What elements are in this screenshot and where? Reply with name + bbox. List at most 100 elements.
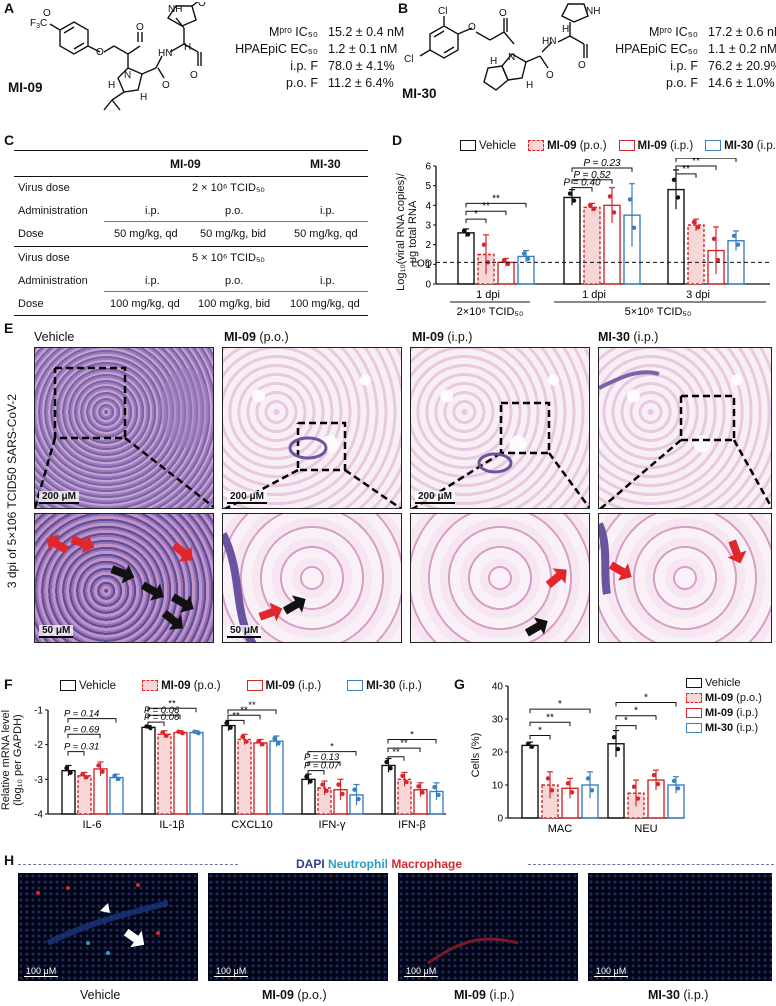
data-point [615,746,621,752]
bar [583,206,601,285]
data-point [731,233,737,239]
svg-text:O: O [136,22,144,33]
table-cell: p.o. [225,205,244,217]
sig-label: P = 0.06 [144,705,180,716]
table-cell: Dose [18,298,44,310]
x-tick-label: NEU [634,823,657,835]
bar [173,731,188,815]
table-cell: Virus dose [18,182,70,194]
sig-label: P = 0.31 [64,742,99,753]
legend-mi30-ip: MI-30 (i.p.) [705,140,776,152]
data-point [611,734,617,740]
table-cell: i.p. [145,275,160,287]
sig-label: * [558,699,562,710]
table-head-mi30: MI-30 [310,157,341,171]
sig-bracket [147,707,197,713]
data-point [240,734,245,740]
x-tick-label: MAC [548,823,573,835]
table-cell: 5 × 10⁶ TCID₅₀ [192,252,265,264]
data-point [585,776,591,781]
sig-bracket [675,173,697,178]
scale-bar: 200 μM [39,491,79,504]
sig-bracket [387,756,405,761]
scale-bar: 100 μM [404,966,439,977]
svg-text:O: O [468,22,476,33]
y-tick-label: -2 [34,740,43,751]
data-point [571,198,577,203]
panel-g-label: G [454,676,465,692]
sig-label: ** [482,201,490,212]
sig-bracket [615,725,637,730]
f-ylabel: Relative mRNA level (log₁₀ per GAPDH) [0,709,24,811]
d-legend: Vehicle MI-09 (p.o.) MI-09 (i.p.) MI-30 … [460,140,776,152]
table-bottom-rule [14,315,368,316]
mi30-structure: Cl Cl O O N HN O O H H H NH [404,3,600,91]
data-point [116,776,121,782]
g-legend: Vehicle MI-09 (p.o.) MI-09 (i.p.) MI-30 … [686,676,762,736]
data-point [481,242,487,247]
sig-bracket [571,187,593,192]
data-point [545,776,551,781]
legend-mi09-po: MI-09 (p.o.) [686,691,762,706]
data-point [635,796,641,801]
svg-text:H: H [140,92,147,103]
panel-h-label: H [4,852,15,868]
data-point [565,781,571,786]
y-tick-label: 20 [492,748,504,759]
cytokine-chart: -1 -2 -3 -4 IL-6 IL-1β CXCL10 IFN-γ IFN-β P = 0.1… [34,698,446,831]
svg-text:NH: NH [586,6,600,17]
y-tick-label: 10 [492,781,504,792]
sig-label: P = 0.13 [304,752,340,763]
sig-label: P = 0.07 [304,761,340,772]
data-point [655,781,661,787]
data-point [521,251,527,256]
scale-bar: 50 μM [39,625,74,638]
y-tick-label: 0 [497,814,503,825]
legend-mi09-ip: MI-09 (i.p.) [686,706,762,721]
sig-label: * [644,693,648,704]
histology-mi09-ip-high [410,513,590,643]
sig-label: ** [682,164,690,175]
sig-bracket [529,721,571,727]
scale-bar: 100 μM [214,966,249,977]
data-point [711,236,717,241]
svg-text:N: N [124,70,131,81]
table-top-rule [14,150,368,151]
y-tick-label: 2 [425,240,431,251]
table-cell: i.p. [320,275,335,287]
data-point [607,194,613,199]
data-point [420,790,425,795]
table-cell: i.p. [320,205,335,217]
x-tick-label: IFN-β [398,819,426,831]
x-tick-label: IL-1β [159,819,184,831]
sig-bracket [67,733,101,739]
sig-label: * [634,706,638,717]
d-ylabel: Log₁₀(viral RNA copies)/ μg total RNA [395,173,419,291]
histology-vehicle-low: 200 μM [34,347,214,509]
sig-label: * [330,742,334,753]
data-point [276,741,281,746]
svg-text:O: O [198,2,206,9]
data-point [192,729,197,734]
data-point [631,784,637,789]
table-cell: 50 mg/kg, qd [294,228,358,240]
y-tick-label: 40 [492,682,504,693]
data-point [176,729,181,734]
bar [521,744,539,819]
h-col-mi30-ip: MI-30 (i.p.) [648,988,709,1002]
table-cell: 100 mg/kg, qd [290,298,360,310]
histology-mi09-ip-low: 200 μM [410,347,590,509]
data-point [404,779,409,785]
data-point [400,773,405,779]
x-tick-label: 1 dpi [476,289,500,301]
mi09-properties: Mᵖʳᵒ IC₅₀ 15.2 ± 0.4 nM HPAEpiC EC₅₀ 1.2 ±… [235,25,405,90]
svg-text:H: H [490,56,497,67]
sig-label: P = 0.06 [144,712,180,723]
data-point [671,778,677,784]
e-col-mi30-ip: MI-30 (i.p.) [598,330,659,344]
scale-bar: 200 μM [227,491,267,504]
lod-label: LOD [412,258,432,269]
legend-mi30-ip: MI-30 (i.p.) [347,680,422,692]
h-rule-left [18,864,238,865]
